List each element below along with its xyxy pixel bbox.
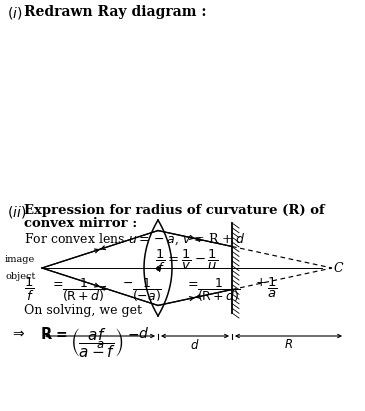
Text: $\left(\dfrac{af}{a-f}\right)$: $\left(\dfrac{af}{a-f}\right)$ — [70, 326, 123, 359]
Text: Expression for radius of curvature (R) of: Expression for radius of curvature (R) o… — [24, 204, 324, 217]
Text: $\dfrac{1}{(-a)}$: $\dfrac{1}{(-a)}$ — [132, 276, 162, 304]
Text: $\mathit{(i)}$: $\mathit{(i)}$ — [7, 5, 23, 21]
Text: On solving, we get: On solving, we get — [24, 304, 142, 317]
Text: $+$: $+$ — [255, 276, 266, 289]
Text: $=$: $=$ — [185, 276, 199, 289]
Text: $d$: $d$ — [190, 338, 200, 352]
Text: $\mathit{(ii)}$: $\mathit{(ii)}$ — [7, 204, 26, 220]
Text: Redrawn Ray diagram :: Redrawn Ray diagram : — [24, 5, 207, 19]
Text: $\dfrac{1}{a}$: $\dfrac{1}{a}$ — [267, 276, 277, 300]
Text: image: image — [5, 255, 35, 264]
Text: $\mathbf{-}$: $\mathbf{-}$ — [127, 326, 139, 340]
Text: $\dfrac{1}{(\mathrm{R}+d)}$: $\dfrac{1}{(\mathrm{R}+d)}$ — [197, 276, 241, 304]
Text: convex mirror :: convex mirror : — [24, 217, 137, 230]
Text: $\mathbf{=}$: $\mathbf{=}$ — [53, 326, 68, 340]
Text: $=$: $=$ — [50, 276, 64, 289]
Text: $\dfrac{1}{f} = \dfrac{1}{v} - \dfrac{1}{u}$: $\dfrac{1}{f} = \dfrac{1}{v} - \dfrac{1}… — [155, 248, 218, 275]
Text: $\dfrac{1}{f}$: $\dfrac{1}{f}$ — [24, 276, 34, 303]
Text: object: object — [5, 272, 35, 281]
Text: $\mathbf{R}$: $\mathbf{R}$ — [40, 326, 53, 342]
Text: For convex lens $u = -a$, $v$ = R + $d$: For convex lens $u = -a$, $v$ = R + $d$ — [24, 232, 246, 247]
Text: $R$: $R$ — [284, 338, 293, 351]
Text: $\mathit{d}$: $\mathit{d}$ — [138, 326, 149, 341]
Text: $a$: $a$ — [96, 338, 104, 351]
Text: $-$: $-$ — [122, 276, 133, 289]
Text: $\Rightarrow$: $\Rightarrow$ — [10, 326, 26, 340]
Text: $\dfrac{1}{(\mathrm{R}+d)}$: $\dfrac{1}{(\mathrm{R}+d)}$ — [62, 276, 106, 304]
Text: C: C — [334, 261, 343, 275]
